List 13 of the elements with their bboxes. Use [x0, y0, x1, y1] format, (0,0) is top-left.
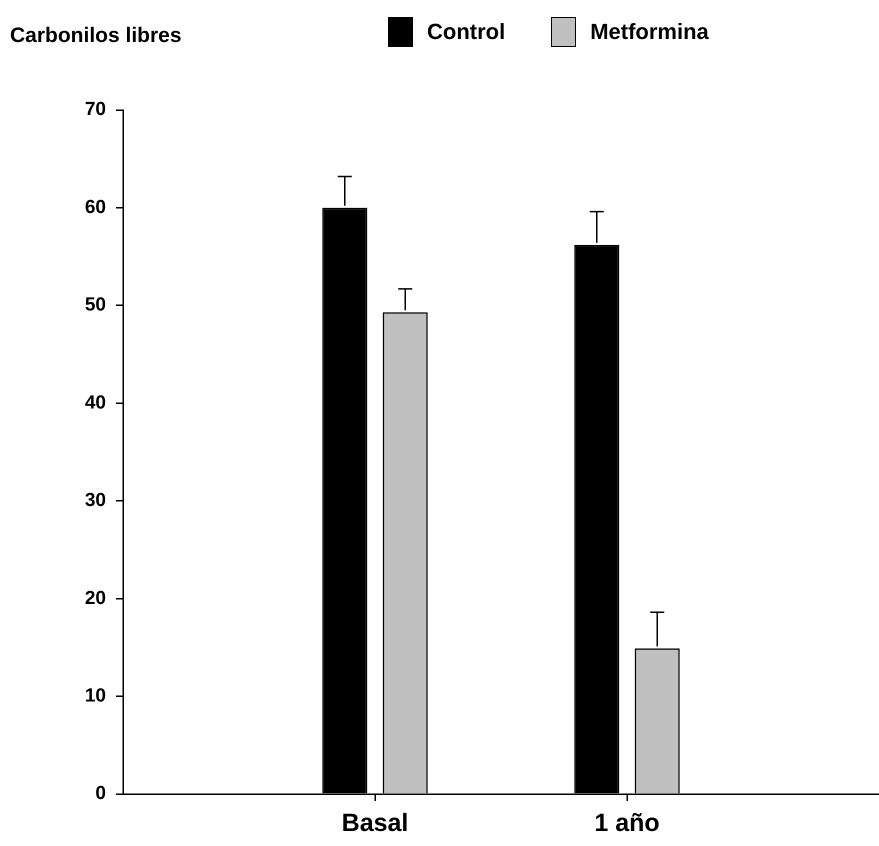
y-tick-label: 40	[84, 392, 106, 414]
y-tick-label: 30	[84, 490, 106, 512]
chart-title: Carbonilos libres	[10, 24, 182, 48]
x-tick-label: Basal	[342, 808, 408, 837]
x-tick-label: 1 año	[594, 808, 660, 837]
y-tick-label: 0	[95, 783, 106, 804]
y-tick-label: 60	[84, 196, 106, 218]
y-tick-label: 70	[84, 99, 106, 120]
legend-label: Metformina	[590, 19, 709, 45]
legend-label: Control	[427, 19, 506, 45]
y-tick-label: 50	[84, 294, 106, 316]
y-tick-label: 20	[84, 588, 106, 609]
y-tick-label: 10	[84, 686, 106, 707]
